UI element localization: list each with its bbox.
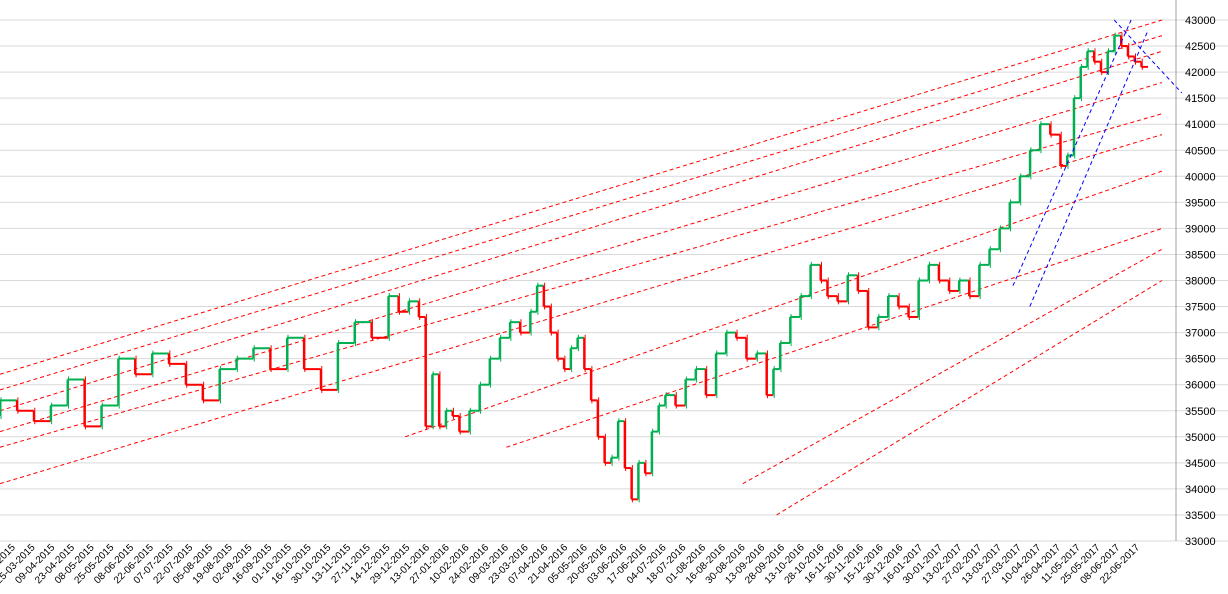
y-tick-label: 40000: [1185, 171, 1216, 183]
y-tick-label: 42000: [1185, 67, 1216, 79]
red-trendline: [0, 82, 1163, 433]
y-tick-label: 41000: [1185, 119, 1216, 131]
y-tick-label: 39500: [1185, 197, 1216, 209]
red-trendline: [776, 280, 1163, 516]
y-tick-label: 39000: [1185, 223, 1216, 235]
red-trendline: [0, 35, 1163, 391]
y-tick-label: 42500: [1185, 41, 1216, 53]
red-trendline: [506, 227, 1163, 448]
y-tick-label: 43000: [1185, 15, 1216, 27]
y-tick-label: 33500: [1185, 510, 1216, 522]
red-trendline: [0, 19, 1163, 375]
red-trendline: [405, 170, 1163, 438]
y-tick-label: 38500: [1185, 249, 1216, 261]
y-tick-label: 36500: [1185, 354, 1216, 366]
red-trendline: [0, 113, 1163, 448]
y-tick-label: 37000: [1185, 328, 1216, 340]
blue-trendline: [1113, 19, 1183, 94]
red-trendline: [0, 50, 1163, 412]
y-tick-label: 35000: [1185, 432, 1216, 444]
y-tick-label: 33000: [1185, 536, 1216, 548]
blue-trendline: [1029, 30, 1149, 307]
gridlines: [0, 19, 1228, 542]
red-trendline: [742, 248, 1163, 485]
y-tick-label: 38000: [1185, 276, 1216, 288]
y-tick-label: 34000: [1185, 484, 1216, 496]
red-trendline: [0, 134, 1163, 485]
red-trendlines: [0, 19, 1163, 516]
y-tick-label: 41500: [1185, 93, 1216, 105]
price-candles: [0, 32, 1148, 503]
y-axis-ticks: 43000 42500 42000 41500 41000 40500 40000 39500…: [1185, 15, 1216, 548]
y-tick-label: 34500: [1185, 458, 1216, 470]
y-tick-label: 35500: [1185, 406, 1216, 418]
blue-trendlines: [1012, 19, 1183, 307]
x-axis-ticks: 25-02-201511-03-201525-03-201509-04-2015…: [0, 542, 1142, 586]
y-tick-label: 37500: [1185, 302, 1216, 314]
y-tick-label: 40500: [1185, 145, 1216, 157]
y-tick-label: 36000: [1185, 380, 1216, 392]
